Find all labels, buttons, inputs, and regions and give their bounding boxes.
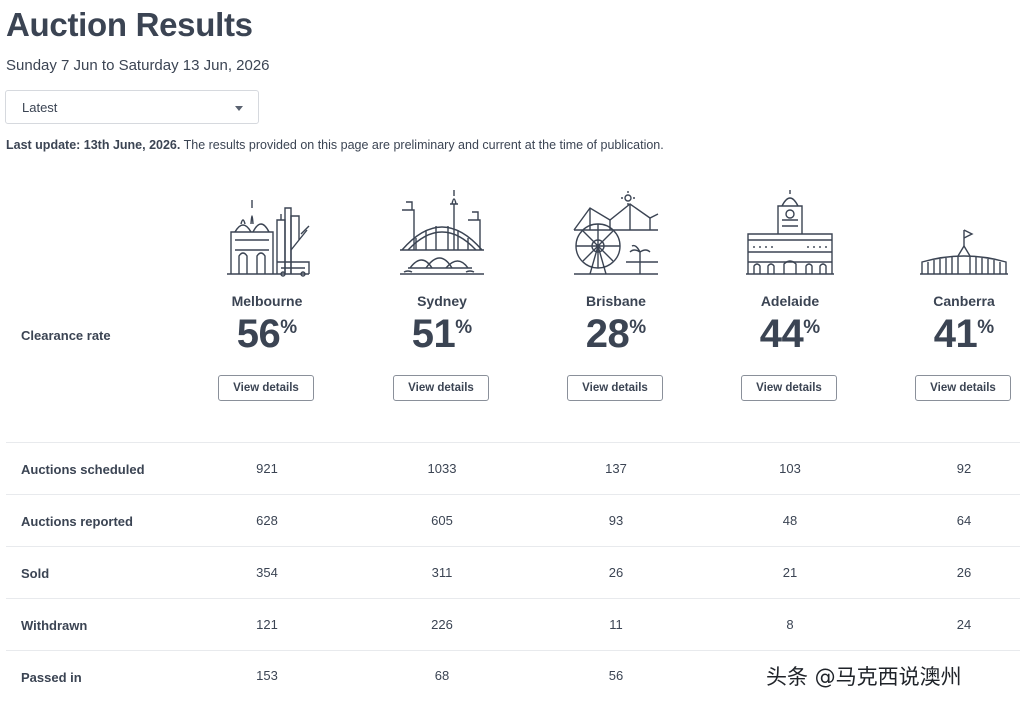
clearance-rate-value: 28%: [585, 312, 647, 356]
period-select[interactable]: Latest: [5, 90, 259, 124]
city-name: Melbourne: [231, 293, 303, 309]
table-cell: 24: [956, 617, 972, 632]
table-cell: 605: [431, 513, 453, 528]
table-cell: 137: [605, 461, 627, 476]
table-cell: 93: [608, 513, 624, 528]
clearance-rate-value: 41%: [933, 312, 995, 356]
view-details-button[interactable]: View details: [915, 375, 1011, 401]
period-select-value: Latest: [22, 100, 58, 115]
city-column-melbourne: Melbourne 56% View details: [187, 190, 347, 415]
canberra-parliament-icon: [920, 229, 1008, 275]
sydney-opera-house-icon: [400, 190, 484, 275]
table-divider: [6, 442, 1020, 443]
view-details-button[interactable]: View details: [393, 375, 489, 401]
city-column-brisbane: Brisbane 28% View details: [536, 190, 696, 415]
chevron-down-icon: [235, 106, 243, 111]
table-cell: 21: [782, 565, 798, 580]
clearance-rate-value: 56%: [236, 312, 298, 356]
table-cell: 64: [956, 513, 972, 528]
clearance-rate-value: 51%: [411, 312, 473, 356]
melbourne-skyline-icon: [227, 200, 310, 277]
brisbane-ferris-wheel-icon: [573, 191, 659, 275]
row-label: Auctions scheduled: [21, 462, 145, 477]
adelaide-town-hall-icon: [746, 190, 834, 275]
table-divider: [6, 650, 1020, 651]
table-cell: 68: [434, 668, 450, 683]
table-cell: 921: [256, 461, 278, 476]
table-cell: 1033: [427, 461, 457, 476]
last-update-disclaimer: The results provided on this page are pr…: [180, 138, 664, 152]
table-cell: 628: [256, 513, 278, 528]
row-label: Withdrawn: [21, 618, 88, 633]
table-cell: 92: [956, 461, 972, 476]
table-cell: 121: [256, 617, 278, 632]
view-details-button[interactable]: View details: [741, 375, 837, 401]
city-name: Adelaide: [760, 293, 820, 309]
last-update-note: Last update: 13th June, 2026. The result…: [6, 138, 664, 152]
date-range: Sunday 7 Jun to Saturday 13 Jun, 2026: [6, 57, 270, 74]
table-cell: 8: [786, 617, 794, 632]
city-name: Sydney: [417, 293, 467, 309]
table-cell: 56: [608, 668, 624, 683]
table-divider: [6, 598, 1020, 599]
page-title: Auction Results: [6, 6, 253, 43]
table-cell: 354: [256, 565, 278, 580]
table-divider: [6, 546, 1020, 547]
city-column-adelaide: Adelaide 44% View details: [710, 190, 870, 415]
clearance-rate-value: 44%: [759, 312, 821, 356]
table-cell: 48: [782, 513, 798, 528]
table-cell: 311: [431, 565, 453, 580]
city-name: Brisbane: [586, 293, 646, 309]
city-name: Canberra: [933, 293, 995, 309]
view-details-button[interactable]: View details: [218, 375, 314, 401]
row-label: Sold: [21, 566, 50, 581]
table-cell: 153: [256, 668, 278, 683]
row-label: Passed in: [21, 670, 82, 685]
view-details-button[interactable]: View details: [567, 375, 663, 401]
table-divider: [6, 494, 1020, 495]
row-label: Auctions reported: [21, 514, 133, 529]
city-column-canberra: Canberra 41% View details: [884, 190, 1024, 415]
clearance-rate-label: Clearance rate: [21, 328, 111, 343]
table-cell: 226: [431, 617, 453, 632]
table-cell: 11: [609, 617, 623, 632]
table-cell: 26: [608, 565, 624, 580]
city-column-sydney: Sydney 51% View details: [362, 190, 522, 415]
watermark: 头条 @马克西说澳州: [766, 665, 962, 689]
table-cell: 103: [779, 461, 801, 476]
table-cell: 26: [956, 565, 972, 580]
last-update-date: Last update: 13th June, 2026.: [6, 138, 181, 152]
